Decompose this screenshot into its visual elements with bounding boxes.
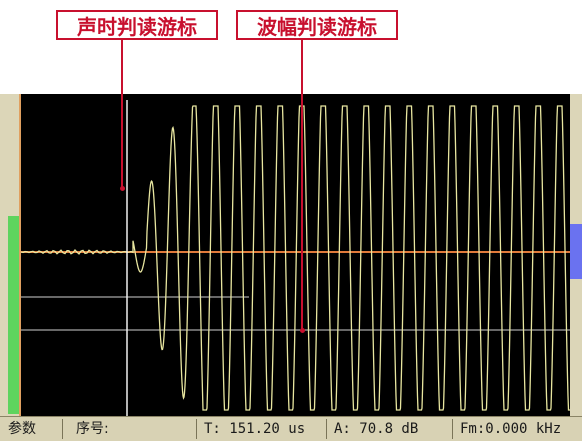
status-bar: 参数 序号: T: 151.20 us A: 70.8 dB Fm:0.000 … (0, 416, 582, 441)
status-separator (196, 419, 197, 439)
status-separator (326, 419, 327, 439)
amplitude-readout: A: 70.8 dB (334, 421, 419, 437)
scope-left-border (19, 94, 21, 416)
time-cursor-leader (121, 40, 123, 188)
right-channel-marker[interactable] (570, 224, 582, 279)
left-channel-marker[interactable] (8, 216, 20, 414)
waveform-display[interactable] (21, 94, 570, 416)
received-waveform (21, 105, 570, 411)
params-button[interactable]: 参数 (8, 421, 36, 437)
time-cursor-leader-dot (120, 186, 125, 191)
amplitude-cursor-leader (301, 40, 303, 330)
sequence-value (136, 417, 188, 441)
time-cursor-callout: 声时判读游标 (56, 10, 218, 40)
sequence-label: 序号: (76, 421, 109, 437)
amplitude-cursor-leader-dot (300, 328, 305, 333)
status-separator (62, 419, 63, 439)
status-separator (452, 419, 453, 439)
frequency-readout: Fm:0.000 kHz (460, 421, 562, 437)
amplitude-cursor-callout: 波幅判读游标 (236, 10, 398, 40)
time-readout: T: 151.20 us (204, 421, 306, 437)
waveform-canvas (21, 100, 570, 416)
